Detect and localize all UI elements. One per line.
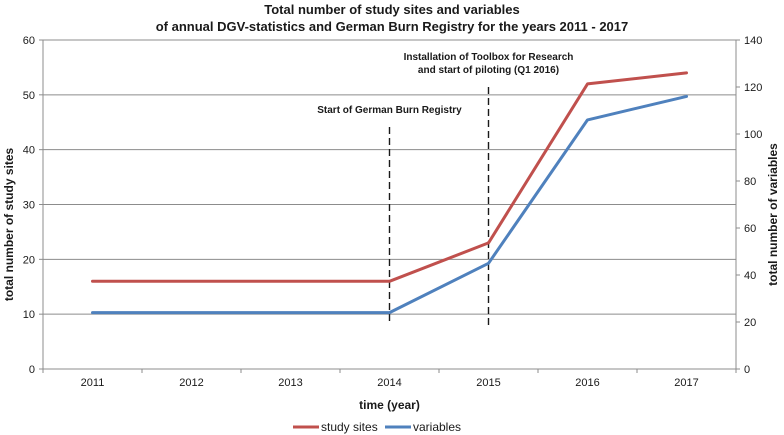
series-lines <box>91 71 688 315</box>
right-tick-label: 40 <box>744 270 756 282</box>
right-tick-label: 140 <box>744 35 762 47</box>
legend: study sites variables <box>293 420 461 434</box>
x-tick-label: 2016 <box>575 377 599 389</box>
right-tick-label: 0 <box>744 364 750 376</box>
annotation-text: Start of German Burn Registry <box>317 105 462 116</box>
legend-label: variables <box>413 420 461 434</box>
axis-labels: time (year) total number of study sites to… <box>2 143 780 412</box>
left-axis-ticks: 0 10 20 30 40 50 60 <box>23 35 43 376</box>
annotation-text: and start of piloting (Q1 2016) <box>418 65 559 76</box>
series-line-study-sites <box>91 71 688 283</box>
x-tick-label: 2012 <box>179 377 203 389</box>
right-tick-label: 120 <box>744 82 762 94</box>
left-tick-label: 60 <box>23 35 35 47</box>
right-axis-ticks: 0 20 40 60 80 100 120 140 <box>736 35 762 376</box>
right-tick-label: 20 <box>744 317 756 329</box>
chart-title-line: Total number of study sites and variable… <box>264 2 520 17</box>
left-tick-label: 20 <box>23 254 35 266</box>
annotations: Start of German Burn Registry Installatio… <box>317 52 573 325</box>
left-tick-label: 50 <box>23 90 35 102</box>
left-tick-label: 10 <box>23 309 35 321</box>
x-tick-label: 2015 <box>476 377 500 389</box>
right-axis-label: total number of variables <box>766 143 780 286</box>
left-tick-label: 0 <box>29 364 35 376</box>
left-tick-label: 30 <box>23 200 35 212</box>
series-line-variables <box>91 94 688 315</box>
right-tick-label: 80 <box>744 176 756 188</box>
x-tick-label: 2014 <box>377 377 401 389</box>
x-tick-label: 2013 <box>278 377 302 389</box>
legend-label: study sites <box>321 420 378 434</box>
right-tick-label: 60 <box>744 223 756 235</box>
annotation-text: Installation of Toolbox for Research <box>404 52 574 63</box>
chart-title: Total number of study sites and variable… <box>156 2 629 34</box>
chart-title-line: of annual DGV-statistics and German Burn… <box>156 19 629 34</box>
x-axis-ticks: 2011 2012 2013 2014 2015 2016 2017 <box>42 369 737 389</box>
x-tick-label: 2011 <box>81 377 105 389</box>
x-tick-label: 2017 <box>674 377 698 389</box>
left-tick-label: 40 <box>23 145 35 157</box>
x-axis-label: time (year) <box>359 398 420 412</box>
left-axis-label: total number of study sites <box>2 148 16 302</box>
right-tick-label: 100 <box>744 129 762 141</box>
